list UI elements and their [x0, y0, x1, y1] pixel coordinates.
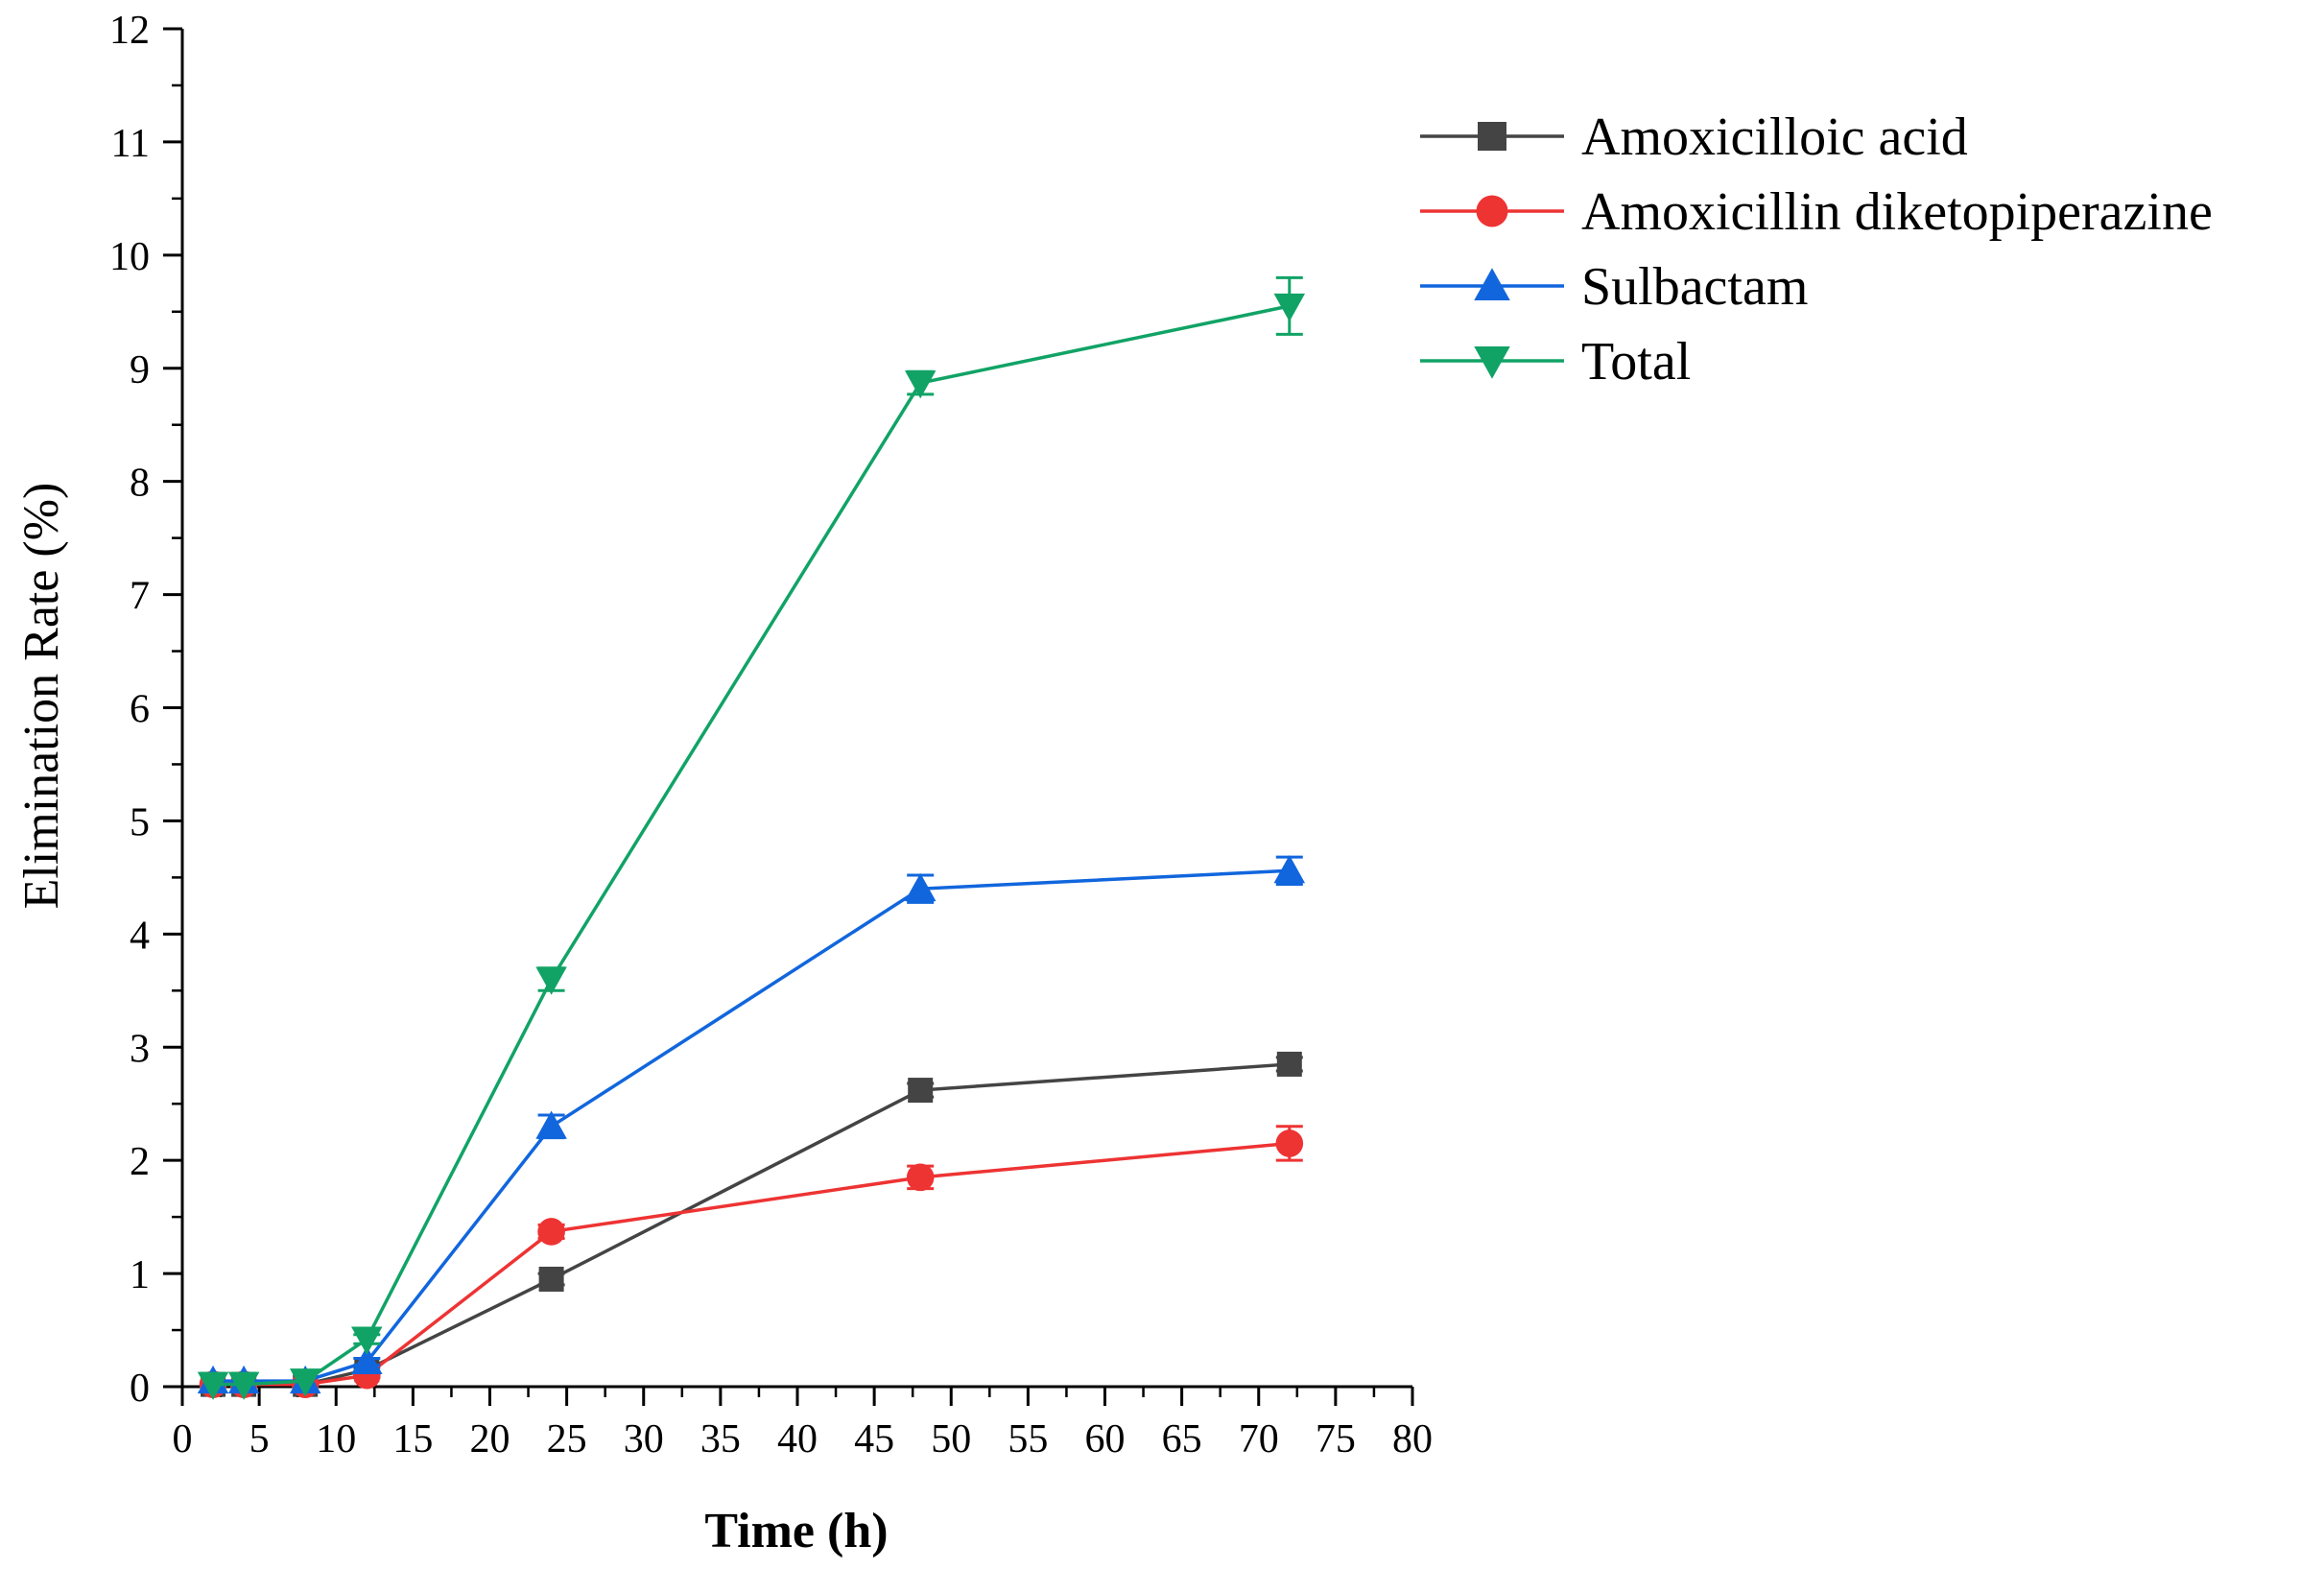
series-sulbactam — [197, 855, 1306, 1394]
x-tick-label: 45 — [854, 1417, 894, 1462]
y-tick-label: 4 — [130, 914, 150, 958]
legend-item: Total — [1420, 332, 1691, 392]
y-tick-label: 0 — [130, 1367, 150, 1411]
x-tick-label: 10 — [316, 1417, 356, 1462]
legend: Amoxicilloic acid Amoxicillin diketopiper… — [1420, 107, 2213, 392]
x-tick-label: 15 — [392, 1417, 433, 1462]
x-tick-label: 75 — [1316, 1417, 1356, 1462]
y-tick-label: 1 — [130, 1253, 150, 1297]
series-total — [197, 275, 1306, 1400]
data-point — [537, 1218, 565, 1246]
x-tick-label: 5 — [249, 1417, 270, 1462]
data-point — [904, 370, 937, 399]
x-tick-label: 70 — [1239, 1417, 1279, 1462]
x-tick-label: 35 — [700, 1417, 741, 1462]
data-point — [1275, 1129, 1304, 1157]
x-tick-label: 0 — [173, 1417, 193, 1462]
data-point — [351, 1326, 383, 1355]
x-tick-label: 80 — [1392, 1417, 1433, 1462]
y-tick-label: 5 — [130, 800, 150, 844]
x-axis-title: Time (h) — [704, 1504, 888, 1558]
series-group — [197, 275, 1306, 1400]
x-tick-label: 40 — [777, 1417, 818, 1462]
legend-marker — [1474, 346, 1510, 379]
legend-item: Amoxicilloic acid — [1420, 107, 1968, 167]
legend-label: Amoxicillin diketopiperazine — [1581, 182, 2213, 242]
y-tick-label: 6 — [130, 688, 150, 732]
y-tick-label: 10 — [109, 235, 150, 279]
x-tick-label: 30 — [624, 1417, 664, 1462]
data-point — [197, 1371, 229, 1400]
data-point — [227, 1371, 260, 1400]
x-tick-label: 55 — [1008, 1417, 1048, 1462]
data-point — [1273, 293, 1306, 322]
x-tick-label: 20 — [470, 1417, 510, 1462]
y-axis-title: Elimination Rate (%) — [14, 483, 69, 910]
legend-item: Amoxicillin diketopiperazine — [1420, 182, 2213, 242]
x-tick-label: 50 — [931, 1417, 971, 1462]
data-point — [1273, 855, 1306, 884]
y-tick-label: 8 — [130, 462, 150, 506]
legend-label: Sulbactam — [1581, 257, 1808, 317]
y-tick-label: 3 — [130, 1027, 150, 1071]
legend-marker — [1474, 268, 1510, 300]
legend-marker — [1476, 195, 1508, 227]
y-tick-label: 9 — [130, 348, 150, 392]
data-point — [904, 872, 937, 902]
data-point — [535, 1110, 567, 1139]
data-point — [906, 1163, 935, 1192]
data-point — [908, 1078, 934, 1104]
data-point — [535, 966, 567, 995]
legend-label: Amoxicilloic acid — [1581, 107, 1968, 167]
data-point — [289, 1368, 321, 1397]
axes: 0 5 10 15 20 25 30 35 40 45 50 55 60 65 70 75 8001234567… — [109, 9, 1433, 1462]
series-line — [213, 1141, 1290, 1387]
series-line — [213, 304, 1291, 1387]
x-tick-label: 60 — [1085, 1417, 1126, 1462]
x-tick-label: 65 — [1162, 1417, 1202, 1462]
x-tick-label: 25 — [547, 1417, 587, 1462]
legend-item: Sulbactam — [1420, 257, 1808, 317]
series-line — [213, 868, 1290, 1383]
y-tick-label: 2 — [130, 1140, 150, 1184]
y-tick-label: 7 — [130, 575, 150, 619]
data-point — [351, 1345, 383, 1375]
legend-label: Total — [1581, 332, 1691, 392]
data-point — [1276, 1051, 1302, 1077]
data-point — [538, 1266, 564, 1292]
y-tick-label: 11 — [111, 122, 150, 166]
legend-marker — [1478, 122, 1506, 151]
y-tick-label: 12 — [109, 9, 150, 53]
